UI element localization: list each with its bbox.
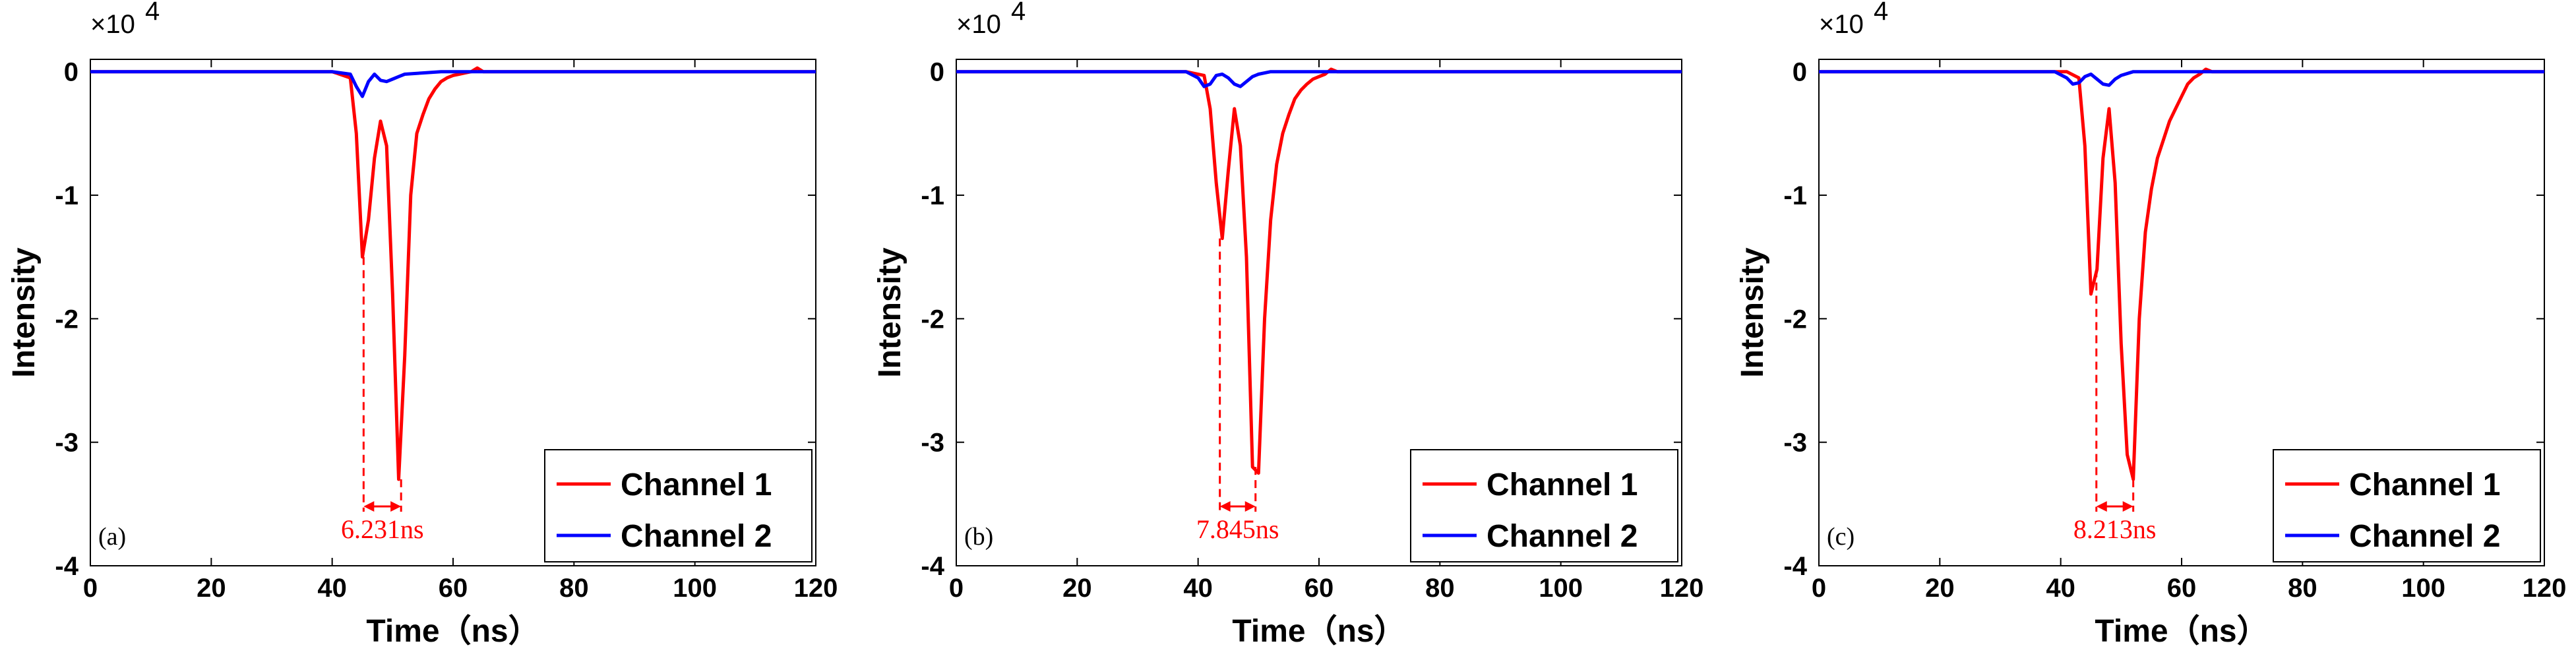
y-tick-label: -1: [1783, 181, 1807, 210]
x-tick-label: 20: [1925, 574, 1955, 603]
annotation-label: 7.845ns: [1196, 514, 1279, 544]
annotation-arrowhead-left: [363, 501, 375, 512]
y-tick-label: -3: [1783, 429, 1807, 458]
annotation-label: 8.213ns: [2073, 514, 2157, 544]
panel-label: (b): [964, 523, 993, 551]
chart-panel-3: 0 20 40 60 80 100 120 0 -1 -2 -3 -4 ×10 4 Time（ns） Inte…: [1735, 0, 2566, 649]
y-exponent-power: 4: [1874, 0, 1888, 26]
x-axis-label: Time（ns）: [2095, 614, 2268, 649]
y-tick-label: -1: [55, 181, 78, 210]
x-tick-label: 80: [1425, 574, 1455, 603]
annotation-arrowhead-right: [2122, 501, 2133, 512]
series-line-channel-1: [1819, 67, 2544, 481]
x-tick-label: 20: [197, 574, 226, 603]
x-tick-label: 100: [673, 574, 717, 603]
panel-label: (a): [98, 523, 126, 551]
x-tick-label: 40: [1183, 574, 1213, 603]
y-tick-label: -2: [55, 305, 78, 334]
legend-label-channel-1: Channel 1: [2349, 468, 2500, 502]
y-axis-label: Intensity: [7, 247, 42, 378]
y-exponent-power: 4: [1011, 0, 1026, 26]
x-tick-label: 20: [1062, 574, 1092, 603]
y-tick-label: -2: [1783, 305, 1807, 334]
x-axis-label: Time（ns）: [366, 614, 539, 649]
annotation-arrowhead-right: [1244, 501, 1256, 512]
x-tick-label: 100: [2401, 574, 2445, 603]
y-tick-label: -4: [921, 552, 944, 581]
x-tick-label: 40: [2046, 574, 2075, 603]
x-tick-label: 0: [1812, 574, 1826, 603]
x-axis-label: Time（ns）: [1232, 614, 1405, 649]
y-tick-label: -2: [921, 305, 944, 334]
y-exponent-label: ×10: [956, 10, 1001, 39]
chart-panel-2: 0 20 40 60 80 100 120 0 -1 -2 -3 -4 ×10 4 Time（ns） Inte…: [873, 0, 1703, 649]
panel-label: (c): [1827, 523, 1855, 551]
annotation-arrowhead-right: [390, 501, 402, 512]
series-line-channel-2: [956, 70, 1682, 88]
annotation-arrowhead-left: [1219, 501, 1231, 512]
legend-label-channel-2: Channel 2: [621, 519, 772, 554]
legend-label-channel-1: Channel 1: [1487, 468, 1638, 502]
x-tick-label: 0: [949, 574, 964, 603]
x-tick-label: 120: [794, 574, 838, 603]
legend-label-channel-2: Channel 2: [1487, 519, 1638, 554]
series-line-channel-2: [1819, 70, 2544, 87]
y-tick-label: -3: [921, 429, 944, 458]
legend-box: [2273, 449, 2541, 562]
x-tick-label: 100: [1539, 574, 1583, 603]
annotation-label: 6.231ns: [341, 514, 424, 544]
x-tick-label: 40: [317, 574, 347, 603]
series-line-channel-1: [956, 67, 1682, 475]
x-tick-label: 80: [559, 574, 589, 603]
y-axis-label: Intensity: [1735, 247, 1770, 378]
x-tick-label: 120: [2523, 574, 2567, 603]
y-axis-label: Intensity: [873, 247, 907, 378]
y-tick-label: -3: [55, 429, 78, 458]
chart-panel-1: 0 20 40 60 80 100 120 0 -1 -2 -3 -4 ×10 4 Time（ns） Inte…: [7, 0, 838, 649]
x-tick-label: 0: [83, 574, 98, 603]
y-tick-label: -1: [921, 181, 944, 210]
y-exponent-label: ×10: [1819, 10, 1864, 39]
x-tick-label: 60: [1304, 574, 1334, 603]
y-tick-label: -4: [1783, 552, 1807, 581]
x-tick-label: 60: [2167, 574, 2197, 603]
y-exponent-label: ×10: [90, 10, 135, 39]
legend-box: [544, 449, 813, 562]
y-tick-label: 0: [64, 58, 78, 87]
legend-label-channel-1: Channel 1: [621, 468, 772, 502]
x-tick-label: 120: [1660, 574, 1704, 603]
annotation-arrowhead-left: [2096, 501, 2107, 512]
y-exponent-power: 4: [145, 0, 160, 26]
legend-box: [1410, 449, 1678, 562]
series-line-channel-2: [90, 70, 816, 98]
x-tick-label: 80: [2288, 574, 2317, 603]
x-tick-label: 60: [439, 574, 468, 603]
y-tick-label: 0: [1793, 58, 1807, 87]
y-tick-label: 0: [930, 58, 944, 87]
legend-label-channel-2: Channel 2: [2349, 519, 2500, 554]
y-tick-label: -4: [55, 552, 78, 581]
